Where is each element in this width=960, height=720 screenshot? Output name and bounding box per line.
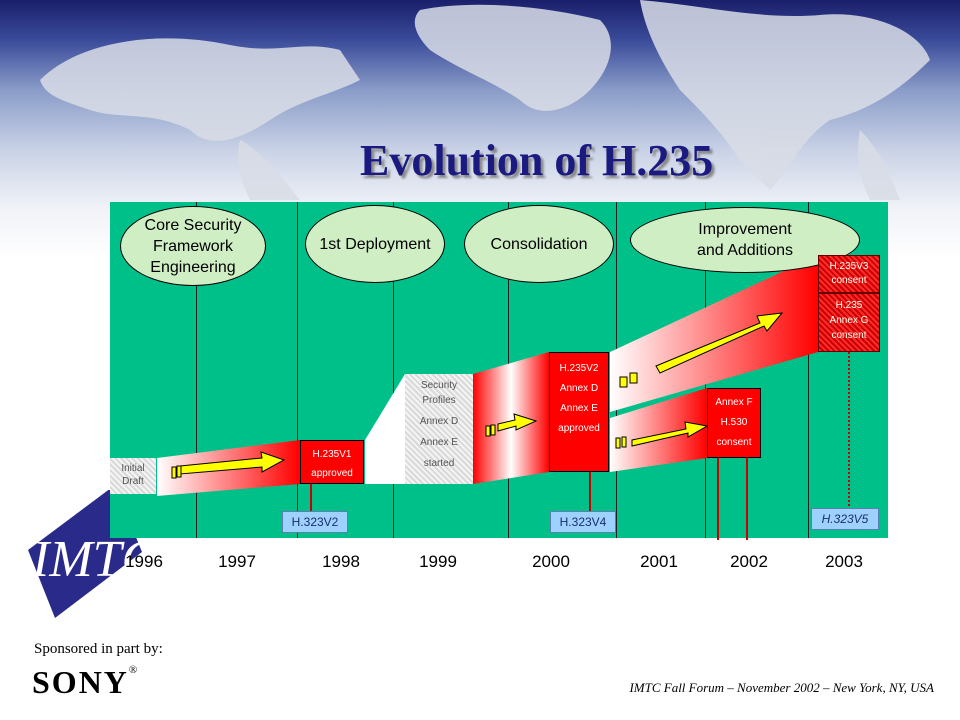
footer-text: IMTC Fall Forum – November 2002 – New Yo… bbox=[629, 680, 934, 695]
year-divider bbox=[808, 202, 809, 538]
arrow-tail-icon bbox=[485, 425, 491, 437]
milestone-line: consent bbox=[831, 275, 867, 286]
arrow-tail-icon bbox=[619, 376, 628, 388]
year-label: 1999 bbox=[419, 552, 457, 571]
milestone-h235v1: H.235V1 approved bbox=[300, 440, 364, 484]
year-label: 1996 bbox=[125, 552, 163, 571]
phase-consolidation: Consolidation bbox=[464, 205, 614, 283]
imtc-logo-text: IMTC bbox=[31, 531, 150, 588]
arrow-tail-icon bbox=[171, 466, 177, 479]
milestone-line: H.235V3 bbox=[829, 261, 869, 272]
milestone-line: H.235V2 bbox=[559, 363, 599, 374]
milestone-line: Annex F bbox=[715, 397, 753, 408]
phase-label: Framework bbox=[152, 237, 233, 255]
sponsor-label: Sponsored in part by: bbox=[34, 641, 163, 657]
year-label: 2001 bbox=[640, 552, 678, 571]
phase-label: Core Security bbox=[144, 216, 242, 234]
milestone-line: H.530 bbox=[720, 417, 748, 428]
arrow-icon bbox=[179, 451, 286, 475]
phase-core-security: Core Security Framework Engineering bbox=[120, 206, 266, 286]
version-label-h323v5: H.323V5 bbox=[811, 508, 879, 530]
phase-label: Improvement bbox=[698, 221, 792, 238]
milestone-initial-draft: Initial Draft bbox=[110, 458, 156, 494]
milestone-line: approved bbox=[311, 468, 353, 479]
slide-title: Evolution of H.235 bbox=[360, 136, 714, 185]
milestone-line: started bbox=[423, 458, 455, 469]
arrow-icon bbox=[497, 413, 538, 432]
band-v2-to-annex-f bbox=[610, 388, 707, 472]
phase-label: Consolidation bbox=[490, 235, 588, 253]
milestone-h235v2: H.235V2 Annex D Annex E approved bbox=[549, 352, 609, 472]
band-profiles-to-v2 bbox=[473, 352, 549, 484]
band-v1-to-profiles bbox=[365, 374, 405, 484]
world-map-banner bbox=[40, 0, 930, 200]
milestone-line: Annex E bbox=[560, 403, 598, 414]
milestone-annex-f: Annex F H.530 consent bbox=[707, 388, 761, 458]
year-label: 1998 bbox=[322, 552, 360, 571]
milestone-line: Draft bbox=[122, 476, 144, 487]
arrow-icon bbox=[655, 312, 784, 374]
milestone-line: Profiles bbox=[422, 395, 456, 406]
phase-label: 1st Deployment bbox=[319, 235, 431, 253]
arrow-tail-icon bbox=[176, 465, 182, 478]
milestone-line: Annex D bbox=[559, 383, 599, 394]
year-label: 1997 bbox=[218, 552, 256, 571]
milestone-line: Security bbox=[420, 380, 458, 391]
milestone-line: Initial bbox=[121, 463, 145, 474]
arrow-tail-icon bbox=[615, 437, 621, 449]
milestone-line: Annex G bbox=[829, 315, 869, 326]
year-divider bbox=[196, 202, 197, 538]
arrow-tail-icon bbox=[629, 372, 638, 384]
milestone-line: Annex E bbox=[420, 437, 458, 448]
milestone-line: approved bbox=[558, 423, 600, 434]
year-label: 2000 bbox=[532, 552, 570, 571]
sony-logo: SONY® bbox=[32, 664, 140, 700]
arrow-tail-icon bbox=[490, 424, 496, 436]
milestone-security-profiles: Security Profiles Annex D Annex E starte… bbox=[405, 374, 473, 484]
milestone-line: H.235 bbox=[835, 300, 863, 311]
arrow-tail-icon bbox=[621, 436, 627, 448]
phase-label: Engineering bbox=[150, 258, 236, 276]
phase-label: and Additions bbox=[696, 242, 794, 259]
version-label-h323v2: H.323V2 bbox=[282, 511, 348, 533]
band-v2-to-v3 bbox=[610, 255, 818, 412]
arrow-icon bbox=[631, 421, 709, 447]
version-label-h323v4: H.323V4 bbox=[550, 511, 616, 533]
milestone-line: consent bbox=[716, 437, 752, 448]
year-label: 2002 bbox=[730, 552, 768, 571]
year-divider bbox=[297, 202, 298, 538]
year-label: 2003 bbox=[825, 552, 863, 571]
milestone-line: consent bbox=[831, 330, 867, 341]
milestone-annex-g: H.235 Annex G consent bbox=[818, 293, 880, 352]
phase-1st-deployment: 1st Deployment bbox=[305, 205, 445, 283]
milestone-line: Annex D bbox=[419, 416, 459, 427]
milestone-h235v3: H.235V3 consent bbox=[818, 255, 880, 293]
sony-logo-text: SONY bbox=[32, 664, 129, 700]
year-divider bbox=[393, 202, 394, 538]
milestone-line: H.235V1 bbox=[312, 449, 352, 460]
